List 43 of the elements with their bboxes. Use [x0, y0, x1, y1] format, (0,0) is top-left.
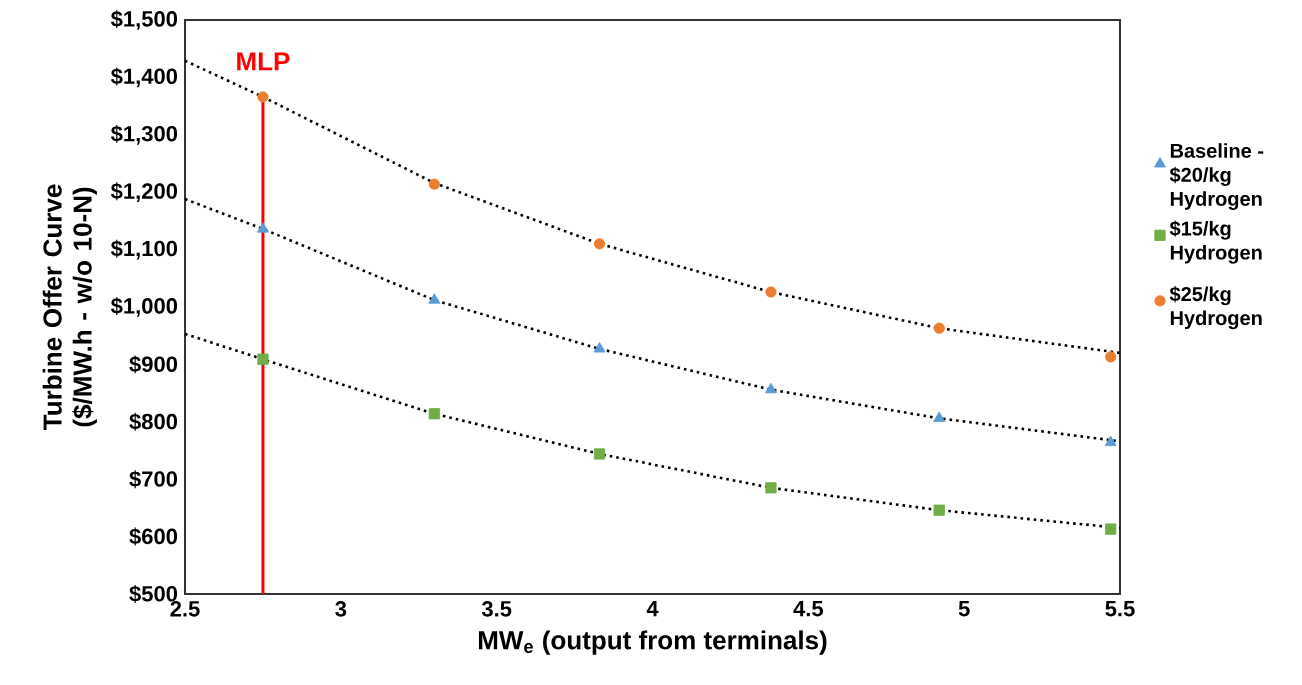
x-tick-label: 3 — [335, 601, 347, 617]
y-tick-label: $1,300 — [110, 124, 178, 145]
point — [765, 286, 777, 298]
point — [933, 504, 945, 516]
y-tick-label: $500 — [129, 585, 178, 603]
x-tick-label: 5.5 — [1105, 601, 1135, 617]
x-tick-label: 4.5 — [793, 601, 823, 617]
x-tick-label: 4 — [646, 601, 659, 617]
y-tick-label: $1,400 — [110, 67, 178, 88]
y-axis-title: Turbine Offer Curve ($/MW.h - w/o 10-N) — [42, 184, 97, 430]
point — [428, 408, 440, 420]
point — [257, 353, 269, 365]
point — [593, 238, 606, 250]
y-tick-label: $600 — [129, 527, 178, 546]
x-tick-label: 2.5 — [170, 601, 200, 617]
x-axis-title: MW$_{e}$ (output from terminals) — [478, 630, 827, 655]
y-tick-label: $700 — [129, 470, 178, 489]
point — [933, 322, 945, 334]
point — [593, 342, 606, 353]
point — [1104, 435, 1117, 447]
y-tick-label: $800 — [129, 412, 178, 431]
line-series — [183, 332, 1122, 530]
point — [1105, 523, 1117, 535]
point — [933, 411, 946, 422]
legend-label: $15/kg Hydrogen — [1169, 220, 1262, 264]
point — [428, 178, 440, 190]
point — [593, 448, 606, 460]
point — [428, 293, 441, 304]
point — [257, 91, 269, 103]
point — [765, 482, 777, 494]
x-tick-label: 5 — [958, 601, 970, 617]
legend-label: Baseline - $20/kg Hydrogen — [1169, 143, 1264, 210]
ref-line-label: MLP — [237, 52, 290, 71]
y-tick-label: $900 — [129, 355, 178, 374]
point — [1105, 351, 1117, 363]
y-tick-label: $1,500 — [110, 10, 178, 30]
y-tick-label: $1,000 — [110, 297, 178, 317]
y-tick-label: $1,200 — [110, 182, 178, 203]
point — [764, 382, 777, 394]
y-tick-label: $1,100 — [110, 239, 178, 260]
point — [256, 222, 269, 233]
x-tick-label: 3.5 — [481, 601, 512, 617]
legend-label: $25/kg Hydrogen — [1169, 286, 1262, 330]
